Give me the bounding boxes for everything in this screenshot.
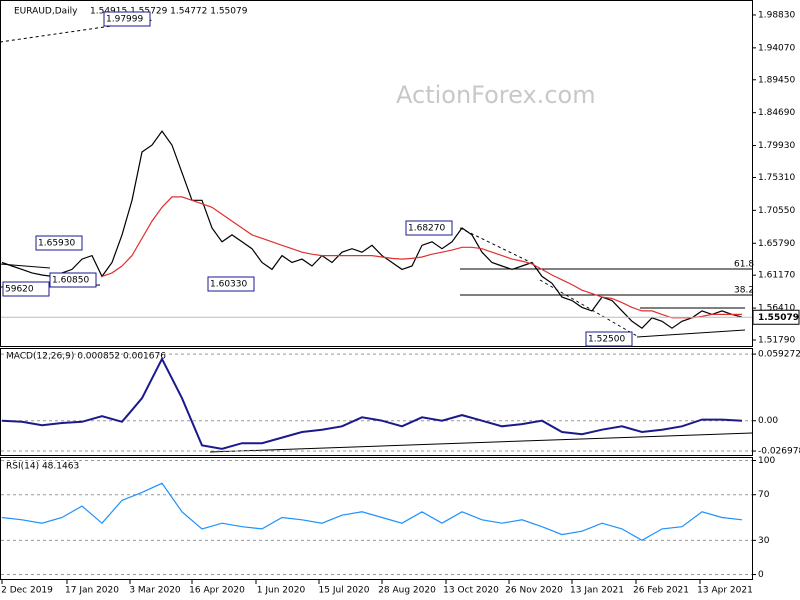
series-line — [1, 130, 743, 329]
y-tick-label: 1.79930 — [758, 141, 795, 151]
x-tick-label: 28 Aug 2020 — [378, 586, 436, 596]
x-tick-label: 26 Feb 2021 — [633, 586, 689, 596]
watermark: ActionForex.com — [396, 81, 596, 109]
y-tick-label: 0 — [758, 570, 764, 580]
annotation-box — [585, 331, 633, 347]
y-tick-label: 1.84690 — [758, 108, 795, 118]
x-tick-label: 3 Mar 2020 — [129, 586, 181, 596]
annotation-box — [103, 11, 151, 27]
y-tick-label: 1.75310 — [758, 173, 795, 183]
annotation: 1.60850 — [52, 276, 89, 286]
annotation: 1.52500 — [588, 335, 625, 345]
x-tick-label: 2 Dec 2019 — [1, 586, 53, 596]
y-tick-label: 1.65790 — [758, 239, 795, 249]
y-tick-label: 70 — [758, 490, 770, 500]
annotation: 1.65930 — [38, 239, 75, 249]
y-tick-label: 1.70550 — [758, 206, 795, 216]
trend-line — [209, 432, 753, 453]
macd-panel — [0, 348, 753, 456]
x-tick-label: 1 Jun 2020 — [257, 586, 306, 596]
x-tick-label: 13 Jan 2021 — [570, 586, 624, 596]
annotation: 1.60330 — [210, 280, 247, 290]
current-price-label: 1.55079 — [758, 313, 799, 323]
annotation: 61.8 — [734, 260, 754, 270]
x-tick-label: 13 Oct 2020 — [443, 586, 499, 596]
macd-title: MACD(12,26,9) 0.000852 0.001676 — [6, 352, 166, 362]
rsi-title: RSI(14) 48.1463 — [6, 462, 79, 472]
series-line — [1, 356, 743, 450]
trend-line — [539, 279, 638, 337]
annotation-box — [49, 272, 97, 288]
series-line — [101, 196, 742, 319]
chart-title: EURAUD,Daily — [14, 7, 78, 17]
annotation: 59620 — [5, 285, 34, 295]
price-panel — [0, 0, 753, 347]
x-tick-label: 15 Jul 2020 — [319, 586, 370, 596]
rsi-panel — [0, 457, 753, 580]
x-tick-label: 26 Nov 2020 — [505, 586, 563, 596]
y-tick-label: 1.51790 — [758, 335, 795, 345]
trend-line — [459, 227, 531, 263]
annotation-box — [207, 276, 255, 292]
y-tick-label: 0.059272 — [758, 350, 800, 360]
y-tick-label: 100 — [758, 456, 775, 466]
y-tick-label: 1.56410 — [758, 304, 795, 314]
x-tick-label: 13 Apr 2021 — [697, 586, 753, 596]
annotation: 38.2 — [734, 286, 754, 296]
annotation-box — [2, 281, 50, 297]
ohlc: 1.54915 1.55729 1.54772 1.55079 — [90, 7, 248, 17]
annotation: 1.97999 — [106, 15, 143, 25]
x-tick-label: 16 Apr 2020 — [189, 586, 245, 596]
annotation: 1.68270 — [408, 224, 445, 234]
x-tick-label: 17 Jan 2020 — [65, 586, 119, 596]
y-tick-label: 1.61170 — [758, 271, 795, 281]
y-tick-label: 0.00 — [758, 416, 778, 426]
y-tick-label: 1.98830 — [758, 10, 795, 20]
y-tick-label: -0.026978 — [758, 447, 800, 457]
y-tick-label: 1.89450 — [758, 75, 795, 85]
y-tick-label: 1.94070 — [758, 43, 795, 53]
annotation-box — [405, 220, 453, 236]
y-tick-label: 30 — [758, 536, 770, 546]
price-box — [752, 309, 800, 325]
trend-line — [636, 329, 746, 338]
annotation-box — [35, 235, 83, 251]
series-line — [1, 482, 743, 541]
